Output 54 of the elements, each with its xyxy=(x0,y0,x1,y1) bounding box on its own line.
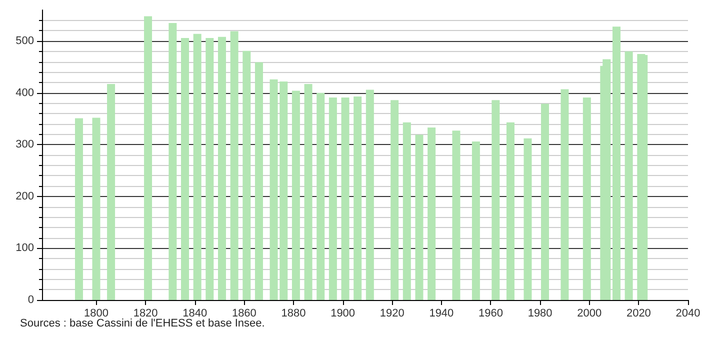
bar xyxy=(230,31,238,300)
bar xyxy=(582,98,591,300)
bar xyxy=(107,84,116,300)
bar xyxy=(506,122,514,300)
x-tick-label: 1800 xyxy=(84,308,108,320)
x-tick-label: 1980 xyxy=(528,308,552,320)
bar xyxy=(428,128,436,300)
bar xyxy=(492,100,500,300)
bar xyxy=(540,104,549,300)
x-tick-label: 1920 xyxy=(380,308,404,320)
y-tick-label: 300 xyxy=(16,138,34,151)
y-tick-label: 100 xyxy=(16,242,34,254)
bar xyxy=(193,34,202,300)
bar xyxy=(602,59,611,300)
bar xyxy=(402,122,411,300)
x-tick-label: 1860 xyxy=(232,308,256,320)
bar xyxy=(292,90,300,300)
bar xyxy=(354,96,362,300)
bar xyxy=(144,16,152,300)
bar xyxy=(304,84,312,300)
x-tick-label: 1900 xyxy=(330,308,356,320)
bar xyxy=(472,142,480,300)
y-tick-label: 200 xyxy=(16,190,34,202)
bar xyxy=(390,100,399,300)
source-note: Sources : base Cassini de l'EHESS et base Insee. xyxy=(20,318,265,330)
bar xyxy=(254,62,263,300)
bar xyxy=(206,38,214,300)
bar xyxy=(242,50,251,300)
bar xyxy=(415,134,424,300)
x-tick-label: 1820 xyxy=(133,308,158,320)
bar xyxy=(560,89,569,300)
bar xyxy=(218,36,226,300)
x-tick-label: 1880 xyxy=(281,308,306,320)
x-tick-label: 1940 xyxy=(429,308,454,320)
y-tick-label: 0 xyxy=(28,294,34,306)
x-tick-label: 2000 xyxy=(577,308,602,320)
bar xyxy=(612,26,620,300)
x-tick-label: 1960 xyxy=(478,308,503,320)
bar xyxy=(181,38,190,300)
x-tick-label: 2020 xyxy=(626,308,651,320)
bar xyxy=(624,51,633,300)
y-tick-label: 500 xyxy=(16,35,34,48)
bar xyxy=(341,98,350,300)
bar xyxy=(452,130,460,300)
bar xyxy=(328,98,337,300)
bar xyxy=(524,138,532,300)
bar xyxy=(168,22,177,300)
x-tick-label: 2040 xyxy=(676,308,700,320)
bar xyxy=(366,90,374,300)
x-tick-label: 1840 xyxy=(182,308,208,320)
y-tick-label: 400 xyxy=(16,86,34,99)
bar xyxy=(316,92,325,300)
bar xyxy=(92,118,100,300)
bar xyxy=(74,118,83,300)
